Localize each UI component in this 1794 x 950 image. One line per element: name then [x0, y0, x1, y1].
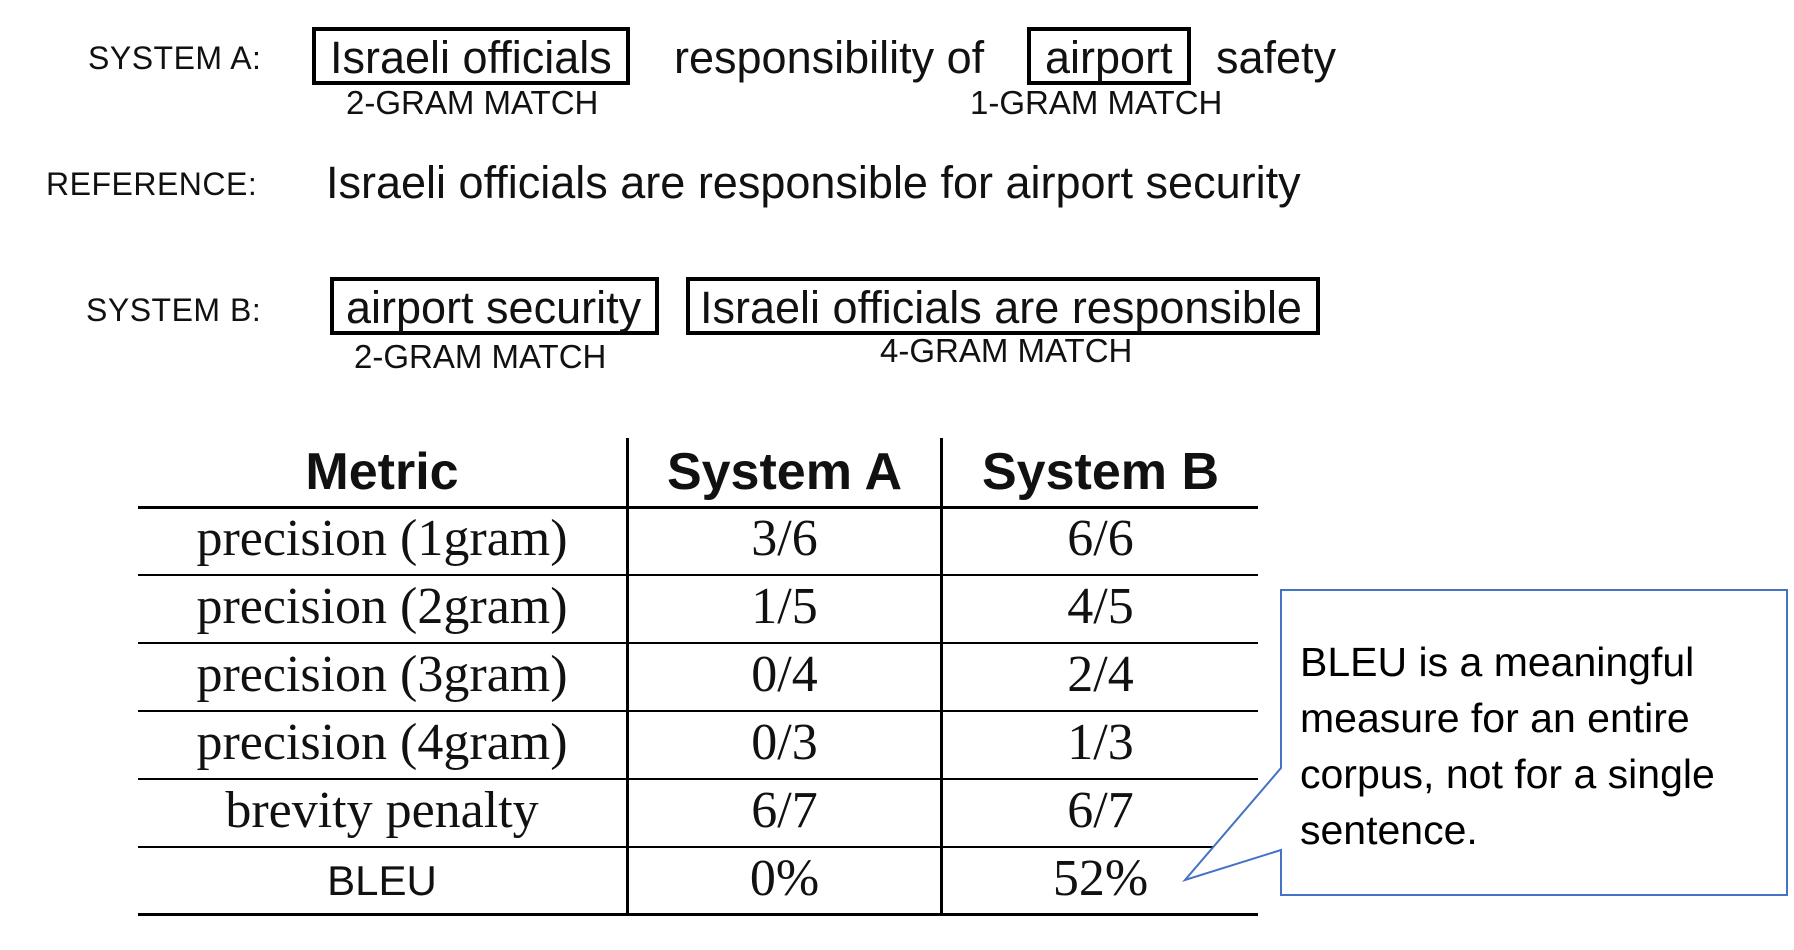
callout-text: BLEU is a meaningful measure for an enti… — [1300, 639, 1715, 853]
table-divider-2 — [940, 438, 943, 915]
system-a-unigram-match-label: 1-GRAM MATCH — [970, 84, 1223, 121]
table-cell-metric: precision (1gram) — [196, 510, 568, 567]
system-a-tail-text: safety — [1216, 32, 1337, 83]
system-b-bigram-match-label: 2-GRAM MATCH — [354, 338, 607, 375]
system-a-bigram-match-label: 2-GRAM MATCH — [346, 84, 599, 121]
system-a-bigram-box: Israeli officials — [312, 27, 630, 85]
callout-border — [1181, 589, 1788, 896]
table-row-rule — [138, 846, 1258, 848]
table-cell-system-b: 6/7 — [1067, 782, 1134, 839]
table-cell-metric: BLEU — [327, 857, 437, 904]
table-row-rule — [138, 642, 1258, 644]
table-cell-system-b: 2/4 — [1067, 646, 1134, 703]
table-header-system-a: System A — [666, 443, 903, 501]
table-cell-system-a: 3/6 — [751, 510, 818, 567]
table-bottom-rule — [138, 913, 1258, 916]
system-a-unigram-box: airport — [1027, 27, 1191, 85]
table-cell-system-b: 1/3 — [1067, 714, 1134, 771]
table-cell-metric: precision (4gram) — [196, 714, 568, 771]
table-cell-system-a: 1/5 — [751, 578, 818, 635]
system-b-fourgram-match-label: 4-GRAM MATCH — [880, 332, 1133, 369]
table-cell-system-a: 0/3 — [751, 714, 818, 771]
reference-label: REFERENCE: — [46, 166, 258, 202]
table-header-metric: Metric — [305, 443, 459, 501]
table-row-rule — [138, 574, 1258, 576]
system-a-label: SYSTEM A: — [88, 40, 262, 76]
system-b-bigram-box: airport security — [330, 277, 660, 335]
table-cell-system-a: 0% — [749, 850, 820, 907]
bleu-table: Metric System A System B precision (1gra… — [138, 438, 1258, 918]
table-cell-metric: precision (2gram) — [196, 578, 568, 635]
table-row-rule — [138, 710, 1258, 712]
table-cell-system-a: 0/4 — [751, 646, 818, 703]
table-cell-metric: brevity penalty — [225, 782, 539, 839]
table-row-rule — [138, 778, 1258, 780]
table-header-system-b: System B — [982, 443, 1219, 501]
system-a-middle-text: responsibility of — [674, 32, 985, 83]
system-b-fourgram-box: Israeli officials are responsible — [686, 277, 1320, 335]
table-cell-system-b: 4/5 — [1067, 578, 1134, 635]
table-cell-metric: precision (3gram) — [196, 646, 568, 703]
table-header-rule — [138, 506, 1258, 509]
table-cell-system-b: 52% — [1052, 850, 1149, 907]
reference-sentence: Israeli officials are responsible for ai… — [326, 157, 1301, 208]
table-cell-system-a: 6/7 — [751, 782, 818, 839]
table-divider-1 — [626, 438, 629, 915]
table-cell-system-b: 6/6 — [1067, 510, 1134, 567]
system-b-label: SYSTEM B: — [86, 292, 262, 328]
